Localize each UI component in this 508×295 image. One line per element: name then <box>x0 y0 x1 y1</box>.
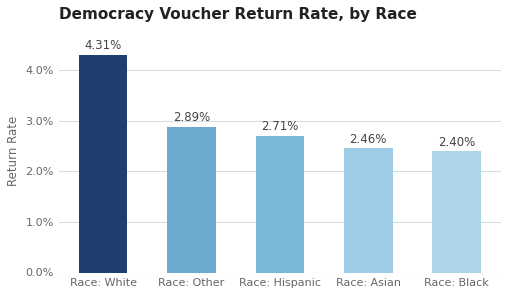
Text: 2.89%: 2.89% <box>173 111 210 124</box>
Text: 2.40%: 2.40% <box>438 136 475 149</box>
Text: 4.31%: 4.31% <box>84 39 122 52</box>
Bar <box>432 151 481 273</box>
Bar <box>256 136 304 273</box>
Bar <box>167 127 216 273</box>
Bar <box>344 148 393 273</box>
Text: 2.46%: 2.46% <box>350 133 387 146</box>
Text: 2.71%: 2.71% <box>261 120 299 133</box>
Y-axis label: Return Rate: Return Rate <box>7 116 20 186</box>
Bar <box>79 55 128 273</box>
Text: Democracy Voucher Return Rate, by Race: Democracy Voucher Return Rate, by Race <box>59 7 417 22</box>
